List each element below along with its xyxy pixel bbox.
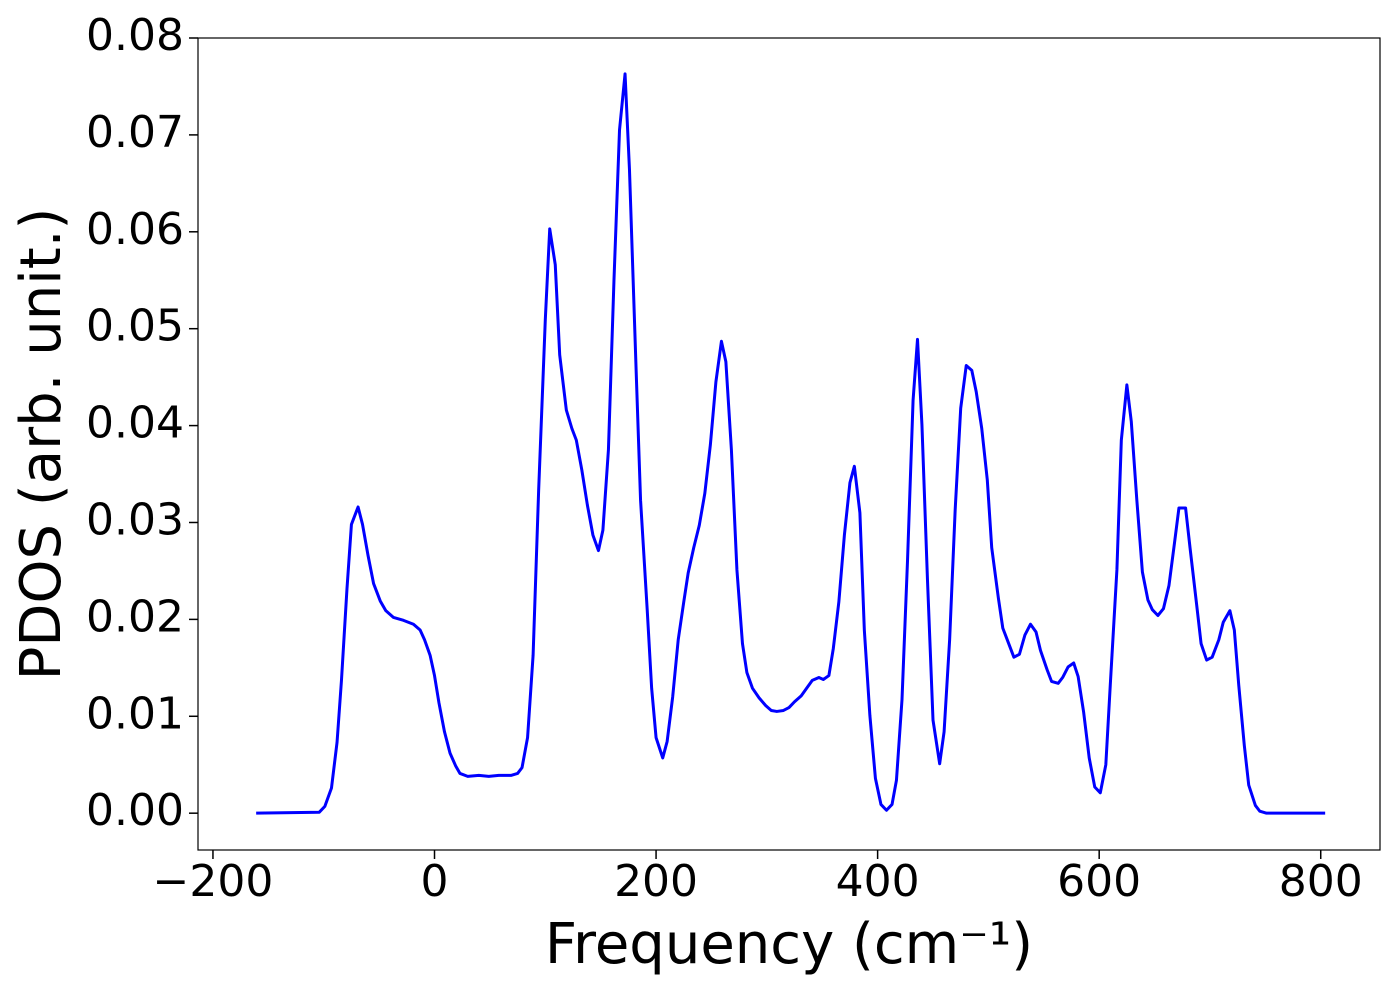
plot-frame <box>197 37 1381 851</box>
y-tick-label: 0.04 <box>86 398 184 449</box>
x-tick-label: 600 <box>1057 856 1141 907</box>
x-tick-label: 400 <box>836 856 920 907</box>
y-tick-label: 0.07 <box>86 107 184 158</box>
y-tick-label: 0.01 <box>86 688 184 739</box>
y-tick-label: 0.00 <box>86 785 184 836</box>
x-axis-label: Frequency (cm⁻¹) <box>545 912 1033 977</box>
x-tick-label: 800 <box>1279 856 1363 907</box>
y-tick-label: 0.03 <box>86 494 184 545</box>
y-tick-label: 0.08 <box>86 10 184 61</box>
y-tick-label: 0.02 <box>86 591 184 642</box>
x-tick-label: −200 <box>153 856 274 907</box>
y-axis-label: PDOS (arb. unit.) <box>9 208 74 681</box>
y-tick-label: 0.05 <box>86 301 184 352</box>
x-tick-label: 0 <box>421 856 449 907</box>
x-tick-label: 200 <box>614 856 698 907</box>
y-tick-label: 0.06 <box>86 204 184 255</box>
data-line <box>256 72 1326 815</box>
